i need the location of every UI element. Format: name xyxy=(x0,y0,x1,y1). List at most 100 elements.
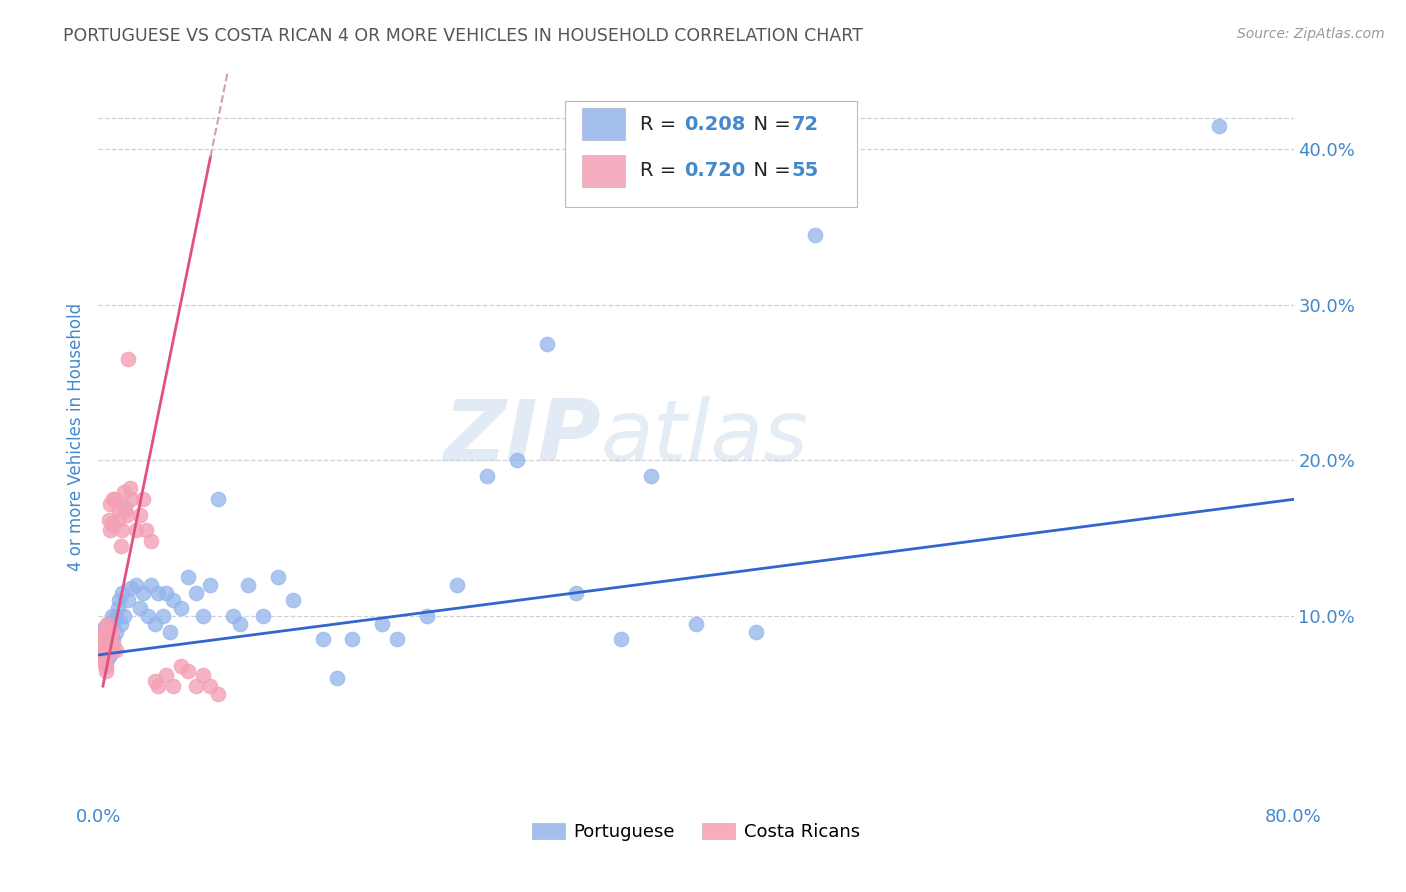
Text: N =: N = xyxy=(741,161,797,180)
Point xyxy=(93,622,115,636)
Point xyxy=(281,593,304,607)
FancyBboxPatch shape xyxy=(565,101,858,207)
Point xyxy=(125,524,148,538)
Point xyxy=(125,578,148,592)
Point xyxy=(94,643,117,657)
Point xyxy=(222,609,245,624)
Point xyxy=(139,534,162,549)
Point xyxy=(96,624,118,639)
Point xyxy=(105,609,128,624)
Point xyxy=(177,570,200,584)
Point xyxy=(114,500,136,515)
Point xyxy=(143,616,166,631)
Point xyxy=(311,632,333,647)
Point xyxy=(96,628,118,642)
Point xyxy=(252,609,274,624)
Legend: Portuguese, Costa Ricans: Portuguese, Costa Ricans xyxy=(524,816,868,848)
Point xyxy=(191,609,214,624)
Point xyxy=(96,640,118,655)
FancyBboxPatch shape xyxy=(582,108,626,140)
Point xyxy=(94,658,117,673)
Point xyxy=(155,668,177,682)
Point xyxy=(115,508,138,522)
Point xyxy=(112,484,135,499)
Point xyxy=(107,512,129,526)
Point xyxy=(91,656,114,670)
Point xyxy=(610,632,633,647)
Point xyxy=(93,652,115,666)
Text: 0.208: 0.208 xyxy=(685,115,745,134)
Point xyxy=(536,336,558,351)
Point xyxy=(118,482,141,496)
Point xyxy=(93,643,115,657)
Point xyxy=(132,585,155,599)
Point xyxy=(90,624,112,639)
Point xyxy=(98,640,122,655)
Point xyxy=(90,643,112,657)
Point xyxy=(111,524,134,538)
Point xyxy=(108,593,131,607)
Point xyxy=(101,516,124,530)
Text: R =: R = xyxy=(640,161,682,180)
Point xyxy=(110,539,132,553)
Point xyxy=(229,616,252,631)
Point xyxy=(94,628,117,642)
Point xyxy=(191,668,214,682)
Point xyxy=(804,227,827,242)
Point xyxy=(114,503,136,517)
Point xyxy=(98,640,122,655)
Point xyxy=(91,648,114,662)
Text: N =: N = xyxy=(741,115,797,134)
Text: 72: 72 xyxy=(792,115,818,134)
Point xyxy=(103,492,125,507)
Point xyxy=(169,601,191,615)
Point xyxy=(94,640,117,655)
Point xyxy=(101,632,124,647)
Point xyxy=(200,679,222,693)
Point xyxy=(745,624,768,639)
Point xyxy=(94,622,117,636)
Y-axis label: 4 or more Vehicles in Household: 4 or more Vehicles in Household xyxy=(66,303,84,571)
Point xyxy=(565,585,588,599)
Point xyxy=(162,679,184,693)
Point xyxy=(139,578,162,592)
Point xyxy=(98,524,122,538)
Point xyxy=(135,524,157,538)
Point xyxy=(640,469,662,483)
Point xyxy=(342,632,364,647)
Point xyxy=(685,616,707,631)
Point xyxy=(103,622,125,636)
Point xyxy=(475,469,498,483)
Point xyxy=(103,643,125,657)
Point xyxy=(200,578,222,592)
Point xyxy=(129,508,152,522)
Point xyxy=(97,616,120,631)
Point xyxy=(105,624,128,639)
Point xyxy=(371,616,394,631)
Text: PORTUGUESE VS COSTA RICAN 4 OR MORE VEHICLES IN HOUSEHOLD CORRELATION CHART: PORTUGUESE VS COSTA RICAN 4 OR MORE VEHI… xyxy=(63,27,863,45)
Point xyxy=(416,609,439,624)
Point xyxy=(104,492,127,507)
Point xyxy=(326,671,349,685)
Point xyxy=(93,628,115,642)
Text: ZIP: ZIP xyxy=(443,395,600,479)
Text: atlas: atlas xyxy=(600,395,808,479)
Point xyxy=(98,648,122,662)
Point xyxy=(91,628,114,642)
Point xyxy=(107,601,129,615)
Point xyxy=(105,643,128,657)
Point xyxy=(184,679,207,693)
Point xyxy=(103,632,125,647)
Point xyxy=(385,632,409,647)
Point xyxy=(96,616,118,631)
Point xyxy=(97,512,120,526)
Point xyxy=(101,624,124,639)
Point xyxy=(98,497,122,511)
Point xyxy=(93,628,115,642)
Point xyxy=(103,518,125,533)
Point xyxy=(89,628,111,642)
Point xyxy=(117,593,139,607)
Point xyxy=(103,637,125,651)
Point xyxy=(1208,119,1230,133)
Point xyxy=(506,453,529,467)
